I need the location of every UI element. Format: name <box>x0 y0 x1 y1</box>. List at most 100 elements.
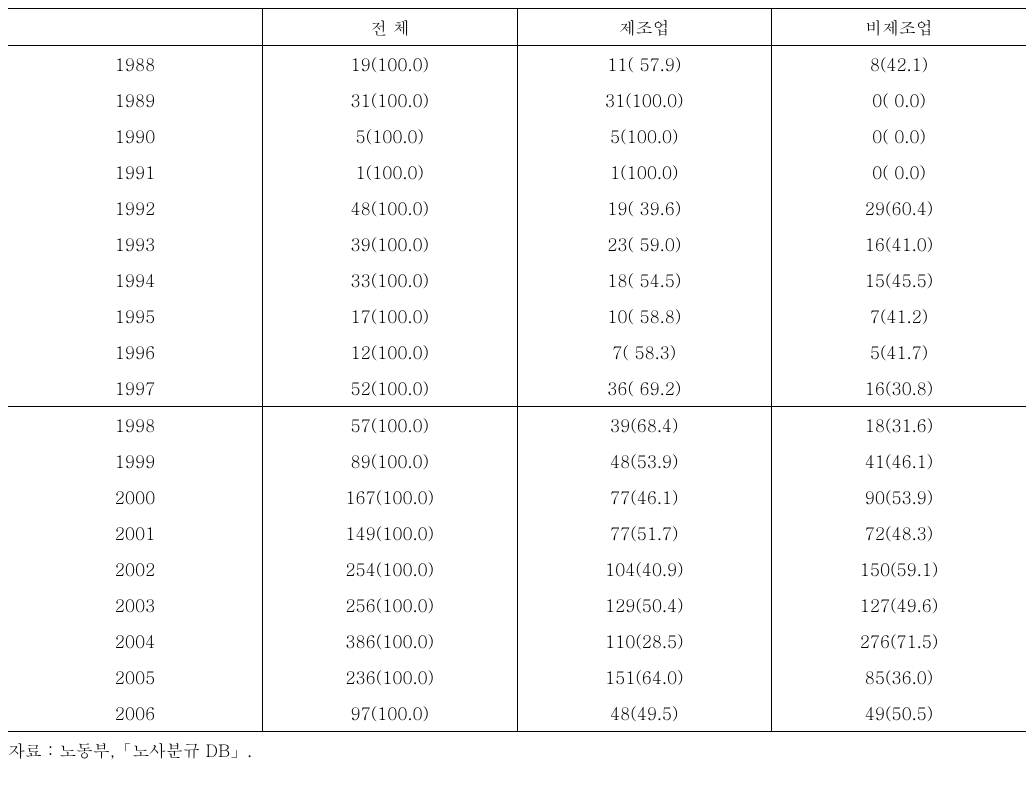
value-cell: 276(71.5) <box>772 623 1027 659</box>
year-cell: 2003 <box>8 587 263 623</box>
year-cell: 1989 <box>8 82 263 118</box>
value-cell: 29(60.4) <box>772 190 1027 226</box>
header-cell-total: 전 체 <box>263 9 518 46</box>
year-cell: 2006 <box>8 695 263 732</box>
value-cell: 386(100.0) <box>263 623 518 659</box>
value-cell: 31(100.0) <box>263 82 518 118</box>
header-row: 전 체 제조업 비제조업 <box>8 9 1026 46</box>
year-cell: 1999 <box>8 443 263 479</box>
value-cell: 23( 59.0) <box>517 226 772 262</box>
value-cell: 254(100.0) <box>263 551 518 587</box>
value-cell: 10( 58.8) <box>517 298 772 334</box>
value-cell: 1(100.0) <box>517 154 772 190</box>
value-cell: 31(100.0) <box>517 82 772 118</box>
year-cell: 1994 <box>8 262 263 298</box>
value-cell: 5(100.0) <box>263 118 518 154</box>
value-cell: 41(46.1) <box>772 443 1027 479</box>
value-cell: 7( 58.3) <box>517 334 772 370</box>
table-row: 199517(100.0)10( 58.8)7(41.2) <box>8 298 1026 334</box>
value-cell: 48(49.5) <box>517 695 772 732</box>
year-cell: 1992 <box>8 190 263 226</box>
value-cell: 16(30.8) <box>772 370 1027 407</box>
value-cell: 0( 0.0) <box>772 118 1027 154</box>
value-cell: 127(49.6) <box>772 587 1027 623</box>
value-cell: 167(100.0) <box>263 479 518 515</box>
value-cell: 104(40.9) <box>517 551 772 587</box>
table-row: 199612(100.0)7( 58.3)5(41.7) <box>8 334 1026 370</box>
table-row: 198819(100.0)11( 57.9)8(42.1) <box>8 46 1026 83</box>
source-label: 자료 : <box>8 738 53 762</box>
value-cell: 7(41.2) <box>772 298 1027 334</box>
header-cell-year <box>8 9 263 46</box>
year-cell: 2004 <box>8 623 263 659</box>
table-row: 19905(100.0)5(100.0)0( 0.0) <box>8 118 1026 154</box>
value-cell: 16(41.0) <box>772 226 1027 262</box>
value-cell: 85(36.0) <box>772 659 1027 695</box>
value-cell: 129(50.4) <box>517 587 772 623</box>
value-cell: 89(100.0) <box>263 443 518 479</box>
table-row: 199339(100.0)23( 59.0)16(41.0) <box>8 226 1026 262</box>
value-cell: 33(100.0) <box>263 262 518 298</box>
value-cell: 150(59.1) <box>772 551 1027 587</box>
year-cell: 1997 <box>8 370 263 407</box>
value-cell: 18(31.6) <box>772 407 1027 444</box>
value-cell: 72(48.3) <box>772 515 1027 551</box>
value-cell: 18( 54.5) <box>517 262 772 298</box>
year-cell: 2005 <box>8 659 263 695</box>
value-cell: 0( 0.0) <box>772 154 1027 190</box>
table-row: 2001149(100.0)77(51.7)72(48.3) <box>8 515 1026 551</box>
header-cell-nonmfg: 비제조업 <box>772 9 1027 46</box>
value-cell: 8(42.1) <box>772 46 1027 83</box>
value-cell: 39(100.0) <box>263 226 518 262</box>
table-row: 2004386(100.0)110(28.5)276(71.5) <box>8 623 1026 659</box>
value-cell: 90(53.9) <box>772 479 1027 515</box>
value-cell: 149(100.0) <box>263 515 518 551</box>
table-row: 200697(100.0)48(49.5)49(50.5) <box>8 695 1026 732</box>
source-note: 자료 : 노동부,「노사분규 DB」. <box>8 738 1026 762</box>
value-cell: 19( 39.6) <box>517 190 772 226</box>
table-row: 199752(100.0)36( 69.2)16(30.8) <box>8 370 1026 407</box>
value-cell: 5(41.7) <box>772 334 1027 370</box>
table-row: 2000167(100.0)77(46.1)90(53.9) <box>8 479 1026 515</box>
year-cell: 1993 <box>8 226 263 262</box>
table-row: 198931(100.0)31(100.0)0( 0.0) <box>8 82 1026 118</box>
value-cell: 77(46.1) <box>517 479 772 515</box>
value-cell: 1(100.0) <box>263 154 518 190</box>
year-cell: 2001 <box>8 515 263 551</box>
value-cell: 17(100.0) <box>263 298 518 334</box>
value-cell: 110(28.5) <box>517 623 772 659</box>
value-cell: 0( 0.0) <box>772 82 1027 118</box>
value-cell: 36( 69.2) <box>517 370 772 407</box>
year-cell: 1998 <box>8 407 263 444</box>
value-cell: 151(64.0) <box>517 659 772 695</box>
value-cell: 11( 57.9) <box>517 46 772 83</box>
value-cell: 19(100.0) <box>263 46 518 83</box>
value-cell: 97(100.0) <box>263 695 518 732</box>
value-cell: 236(100.0) <box>263 659 518 695</box>
table-row: 2005236(100.0)151(64.0)85(36.0) <box>8 659 1026 695</box>
table-body: 198819(100.0)11( 57.9)8(42.1)198931(100.… <box>8 46 1026 732</box>
table-row: 2002254(100.0)104(40.9)150(59.1) <box>8 551 1026 587</box>
header-cell-mfg: 제조업 <box>517 9 772 46</box>
year-cell: 1990 <box>8 118 263 154</box>
year-cell: 2002 <box>8 551 263 587</box>
table-row: 199433(100.0)18( 54.5)15(45.5) <box>8 262 1026 298</box>
year-cell: 2000 <box>8 479 263 515</box>
table-row: 19911(100.0)1(100.0)0( 0.0) <box>8 154 1026 190</box>
year-cell: 1988 <box>8 46 263 83</box>
value-cell: 52(100.0) <box>263 370 518 407</box>
table-head: 전 체 제조업 비제조업 <box>8 9 1026 46</box>
table-row: 199248(100.0)19( 39.6)29(60.4) <box>8 190 1026 226</box>
value-cell: 12(100.0) <box>263 334 518 370</box>
value-cell: 48(53.9) <box>517 443 772 479</box>
value-cell: 77(51.7) <box>517 515 772 551</box>
table-row: 2003256(100.0)129(50.4)127(49.6) <box>8 587 1026 623</box>
value-cell: 256(100.0) <box>263 587 518 623</box>
year-cell: 1996 <box>8 334 263 370</box>
source-text: 노동부,「노사분규 DB」. <box>59 738 252 762</box>
value-cell: 5(100.0) <box>517 118 772 154</box>
value-cell: 57(100.0) <box>263 407 518 444</box>
value-cell: 48(100.0) <box>263 190 518 226</box>
value-cell: 15(45.5) <box>772 262 1027 298</box>
value-cell: 39(68.4) <box>517 407 772 444</box>
